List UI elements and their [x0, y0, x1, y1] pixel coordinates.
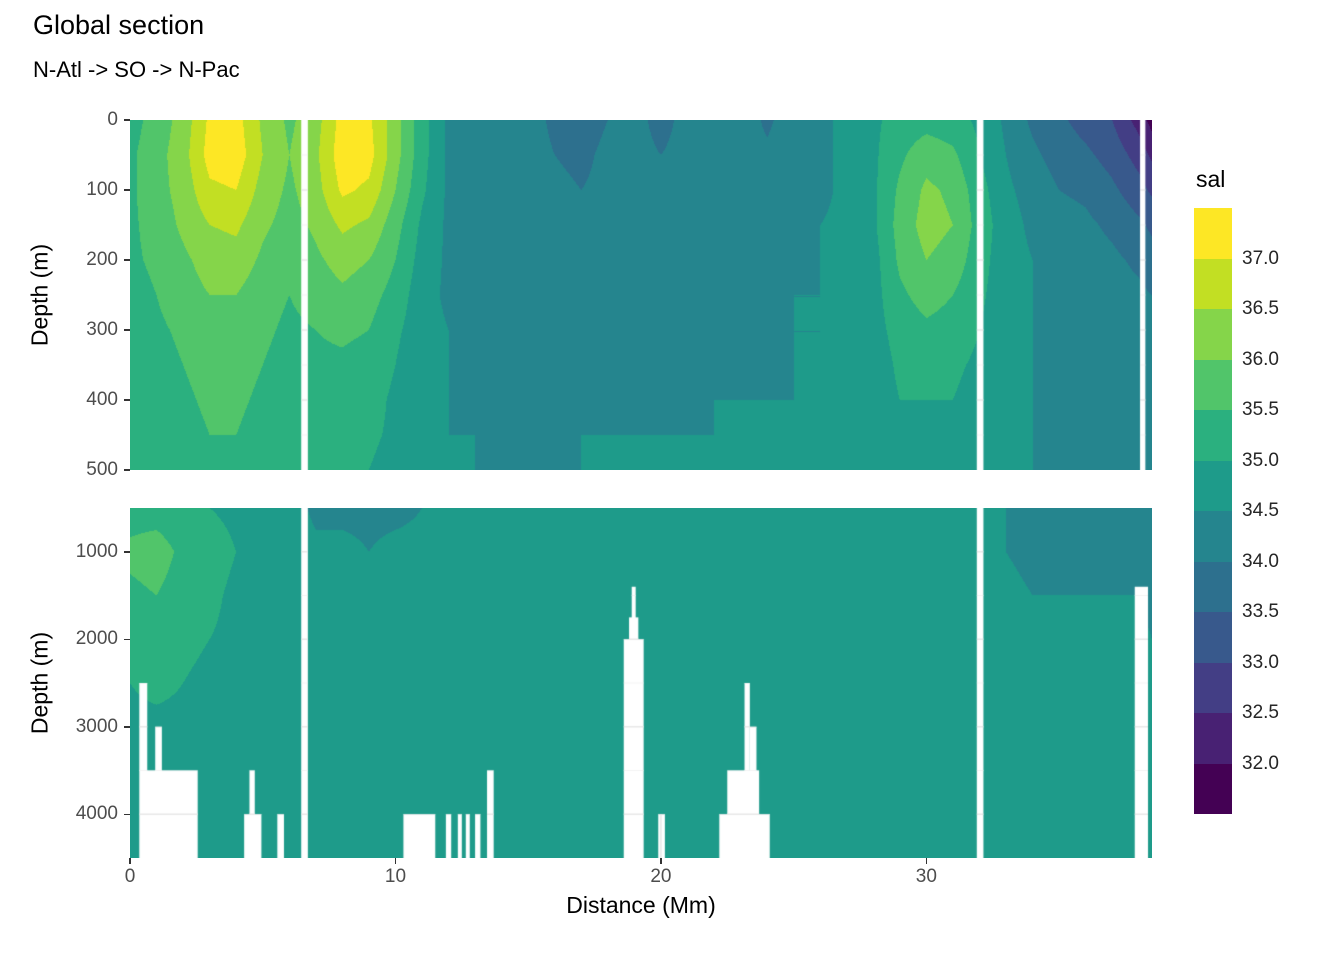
legend-color-band [1194, 258, 1232, 309]
y-tick-mark [124, 726, 130, 728]
legend-color-band [1194, 662, 1232, 713]
y-tick-mark [124, 399, 130, 401]
legend-tick-label: 35.0 [1242, 449, 1279, 471]
legend-tick-label: 33.5 [1242, 601, 1279, 622]
x-axis-title: Distance (Mm) [566, 892, 716, 918]
y-axis-tick-label: 2000 [75, 628, 118, 650]
legend-tick-label: 37.0 [1242, 247, 1279, 269]
y-axis-tick-label: 300 [86, 319, 118, 340]
legend-tick-label: 35.5 [1242, 399, 1279, 420]
legend-tick-label: 36.5 [1242, 298, 1279, 319]
legend-color-band [1194, 309, 1232, 360]
y-axis-tick-label: 100 [86, 179, 118, 200]
y-tick-mark [124, 469, 130, 471]
legend-tick-label: 34.0 [1242, 550, 1279, 572]
y-tick-mark [124, 551, 130, 553]
upper-panel-contour-plot [130, 120, 1152, 470]
y-axis-tick-label: 4000 [75, 803, 118, 825]
legend-color-band [1194, 410, 1232, 461]
y-tick-mark [124, 329, 130, 331]
legend-color-band [1194, 359, 1232, 410]
y-axis-tick-label: 400 [86, 389, 118, 410]
legend-tick-label: 32.0 [1242, 752, 1279, 774]
legend-color-band [1194, 763, 1232, 814]
legend-colorbar [1194, 208, 1232, 814]
legend-color-band [1194, 713, 1232, 764]
y-axis-tick-label: 0 [107, 109, 118, 130]
lower-panel-contour-plot [130, 508, 1152, 858]
y-axis-tick-label: 500 [86, 459, 118, 480]
x-tick-mark [660, 858, 662, 864]
y-tick-mark [124, 189, 130, 191]
y-axis-tick-label: 200 [86, 249, 118, 270]
legend-color-band [1194, 612, 1232, 663]
legend-color-band [1194, 511, 1232, 562]
x-tick-mark [394, 858, 397, 864]
x-axis-tick-label: 30 [915, 866, 937, 887]
y-tick-mark [124, 813, 130, 815]
y-tick-mark [124, 638, 130, 640]
legend-color-band [1194, 208, 1232, 259]
y-axis-title-upper: Depth (m) [26, 243, 53, 347]
legend-tick-label: 33.0 [1242, 651, 1279, 673]
chart-subtitle: N-Atl -> SO -> N-Pac [33, 57, 240, 82]
x-axis-tick-label: 10 [384, 866, 407, 887]
y-axis-tick-label: 1000 [75, 540, 118, 562]
chart-title: Global section [33, 10, 205, 40]
x-axis-tick-label: 20 [650, 866, 672, 887]
y-axis-title-lower: Depth (m) [26, 631, 53, 735]
x-axis-tick-label: 0 [124, 866, 136, 887]
y-tick-mark [124, 119, 130, 121]
x-tick-mark [925, 858, 928, 864]
legend-color-band [1194, 561, 1232, 612]
legend-tick-label: 34.5 [1242, 500, 1279, 521]
x-tick-mark [129, 858, 131, 864]
legend-tick-label: 32.5 [1242, 702, 1279, 723]
y-tick-mark [124, 259, 130, 261]
legend-title: sal [1196, 166, 1226, 192]
y-axis-tick-label: 3000 [75, 715, 118, 737]
legend-color-band [1194, 460, 1232, 511]
legend-tick-label: 36.0 [1242, 348, 1279, 370]
